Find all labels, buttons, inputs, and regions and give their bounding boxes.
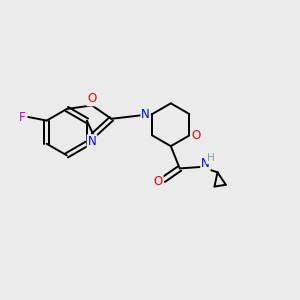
Text: O: O bbox=[87, 92, 97, 105]
Text: N: N bbox=[141, 107, 150, 121]
Text: N: N bbox=[201, 157, 210, 170]
Text: O: O bbox=[191, 129, 200, 142]
Text: N: N bbox=[88, 135, 96, 148]
Text: O: O bbox=[153, 175, 163, 188]
Text: H: H bbox=[207, 153, 214, 163]
Text: F: F bbox=[18, 110, 25, 124]
